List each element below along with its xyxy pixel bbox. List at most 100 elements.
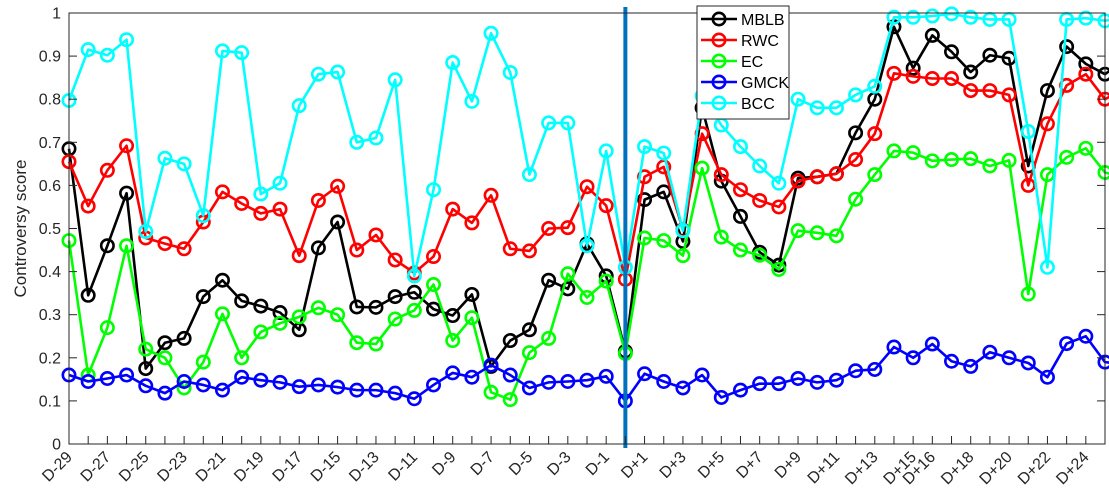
data-point — [809, 169, 825, 185]
data-point — [310, 300, 326, 316]
data-point — [195, 377, 211, 393]
series-rwc — [61, 65, 1109, 287]
data-point — [963, 358, 979, 374]
data-point — [1020, 177, 1036, 193]
legend-swatch-marker — [711, 32, 727, 48]
data-point — [138, 341, 154, 357]
data-point — [387, 385, 403, 401]
data-point — [944, 353, 960, 369]
data-point — [368, 336, 384, 352]
legend: MBLB RWC EC GMCK BCC — [696, 5, 790, 120]
data-point — [1078, 56, 1094, 72]
data-point — [790, 223, 806, 239]
data-point — [80, 42, 96, 58]
legend-swatch-marker — [711, 95, 727, 111]
y-tick-label: 0.7 — [39, 135, 61, 152]
series-mblb — [61, 19, 1109, 377]
data-point — [483, 384, 499, 400]
legend-label: MBLB — [741, 12, 785, 29]
data-point — [349, 299, 365, 315]
data-point — [502, 367, 518, 383]
x-tick-label: D+9 — [772, 449, 805, 482]
data-point — [368, 227, 384, 243]
data-point — [291, 379, 307, 395]
y-tick-label: 0.3 — [39, 307, 61, 324]
x-tick-label: D+22 — [1015, 449, 1054, 488]
data-point — [713, 167, 729, 183]
data-point — [713, 389, 729, 405]
data-point — [867, 361, 883, 377]
data-point — [963, 64, 979, 80]
y-tick-label: 0.1 — [39, 393, 61, 410]
data-point — [426, 301, 442, 317]
data-point — [1020, 124, 1036, 140]
data-point — [195, 354, 211, 370]
data-point — [982, 83, 998, 99]
data-point — [982, 158, 998, 174]
data-point — [387, 311, 403, 327]
x-tick-label: D+24 — [1053, 449, 1092, 488]
data-point — [521, 380, 537, 396]
data-point — [848, 125, 864, 141]
data-point — [579, 238, 595, 254]
data-point — [1039, 259, 1055, 275]
data-point — [848, 191, 864, 207]
y-tick-label: 1 — [52, 6, 61, 23]
data-point — [99, 320, 115, 336]
data-point — [752, 376, 768, 392]
data-point — [234, 45, 250, 61]
data-point — [214, 43, 230, 59]
data-point — [521, 345, 537, 361]
data-point — [99, 370, 115, 386]
data-point — [694, 367, 710, 383]
data-point — [368, 130, 384, 146]
data-point — [176, 156, 192, 172]
data-point — [483, 187, 499, 203]
data-point — [426, 377, 442, 393]
data-point — [464, 310, 480, 326]
data-point — [330, 64, 346, 80]
data-point — [464, 369, 480, 385]
data-point — [157, 150, 173, 166]
data-point — [349, 335, 365, 351]
x-tick-label: D-23 — [154, 449, 191, 486]
data-point — [752, 247, 768, 263]
legend-swatch-marker — [711, 11, 727, 27]
data-point — [176, 241, 192, 257]
x-tick-label: D-11 — [385, 449, 421, 485]
data-point — [445, 365, 461, 381]
x-tick-label: D+20 — [977, 449, 1016, 488]
data-point — [944, 152, 960, 168]
data-point — [291, 98, 307, 114]
data-point — [464, 286, 480, 302]
legend-item-mblb: MBLB — [701, 11, 785, 29]
data-point — [176, 330, 192, 346]
data-point — [368, 382, 384, 398]
data-point — [560, 373, 576, 389]
data-point — [598, 368, 614, 384]
data-point — [1039, 116, 1055, 132]
data-point — [656, 373, 672, 389]
data-point — [138, 378, 154, 394]
data-point — [579, 289, 595, 305]
y-tick-label: 0.9 — [39, 49, 61, 66]
data-point — [1001, 87, 1017, 103]
data-point — [924, 8, 940, 24]
data-point — [214, 306, 230, 322]
x-tick-label: D-7 — [468, 449, 498, 479]
data-point — [656, 145, 672, 161]
data-point — [1059, 336, 1075, 352]
x-tick-label: D+11 — [805, 449, 844, 488]
y-tick-label: 0.8 — [39, 92, 61, 109]
data-point — [349, 242, 365, 258]
data-point — [924, 336, 940, 352]
x-tick-label: D-5 — [506, 449, 536, 479]
x-tick-label: D-9 — [429, 449, 459, 479]
data-point — [272, 305, 288, 321]
series-gmck — [61, 328, 1109, 409]
data-point — [99, 238, 115, 254]
data-point — [406, 284, 422, 300]
data-point — [80, 373, 96, 389]
data-point — [253, 298, 269, 314]
data-point — [886, 9, 902, 25]
